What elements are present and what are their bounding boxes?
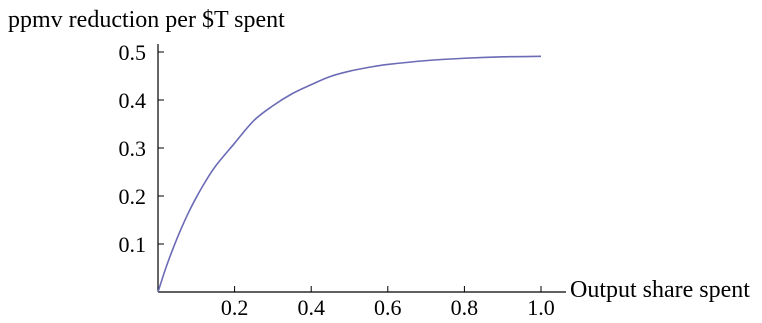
y-tick-label: 0.5 bbox=[119, 40, 147, 65]
x-tick-label: 0.8 bbox=[451, 295, 479, 320]
y-tick-label: 0.2 bbox=[119, 184, 147, 209]
y-tick-label: 0.4 bbox=[119, 88, 147, 113]
series-line bbox=[158, 56, 541, 292]
x-tick-label: 0.6 bbox=[374, 295, 402, 320]
x-tick-label: 0.2 bbox=[221, 295, 249, 320]
x-tick-label: 1.0 bbox=[527, 295, 555, 320]
y-tick-label: 0.1 bbox=[119, 232, 147, 257]
y-tick-label: 0.3 bbox=[119, 136, 147, 161]
x-tick-label: 0.4 bbox=[297, 295, 325, 320]
